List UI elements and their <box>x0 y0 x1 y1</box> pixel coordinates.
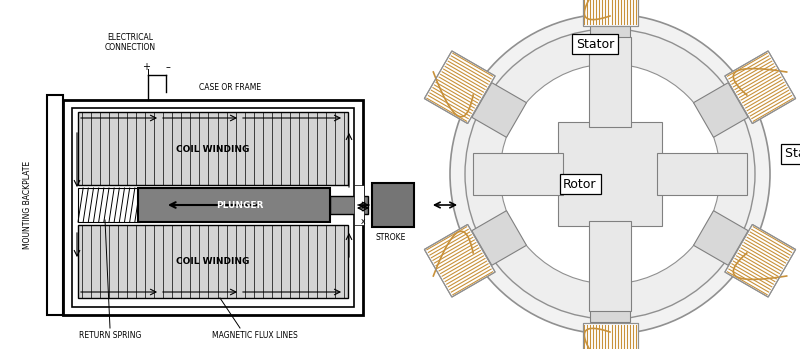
Circle shape <box>450 14 770 334</box>
Bar <box>47 95 63 315</box>
Bar <box>72 108 354 307</box>
Text: COIL WINDING: COIL WINDING <box>176 258 250 267</box>
Text: –: – <box>166 62 170 72</box>
Bar <box>78 188 140 222</box>
Text: ELECTRICAL
CONNECTION: ELECTRICAL CONNECTION <box>105 32 155 52</box>
Text: PLUNGER: PLUNGER <box>216 200 264 209</box>
Bar <box>589 37 631 127</box>
Polygon shape <box>725 224 796 297</box>
Text: +: + <box>142 62 150 72</box>
Bar <box>589 221 631 311</box>
Bar <box>138 188 330 222</box>
Bar <box>78 112 348 185</box>
Text: STROKE: STROKE <box>375 232 406 242</box>
Bar <box>657 153 747 195</box>
Bar <box>78 225 348 298</box>
Circle shape <box>465 29 755 319</box>
Polygon shape <box>725 51 796 124</box>
Circle shape <box>500 64 720 284</box>
Polygon shape <box>694 83 748 137</box>
Text: x: x <box>361 217 366 227</box>
Polygon shape <box>472 211 526 265</box>
Text: CASE OR FRAME: CASE OR FRAME <box>199 83 261 92</box>
Polygon shape <box>424 224 495 297</box>
Polygon shape <box>590 282 630 322</box>
Polygon shape <box>472 83 526 137</box>
Polygon shape <box>590 26 630 66</box>
Bar <box>473 153 563 195</box>
Polygon shape <box>582 0 638 25</box>
Polygon shape <box>424 51 495 124</box>
Bar <box>330 196 368 214</box>
Text: Stator: Stator <box>576 37 614 51</box>
Polygon shape <box>694 211 748 265</box>
Bar <box>558 122 662 226</box>
Text: MAGNETIC FLUX LINES: MAGNETIC FLUX LINES <box>212 331 298 340</box>
Text: Stator winding: Stator winding <box>785 148 800 161</box>
Text: MOUNTING BACKPLATE: MOUNTING BACKPLATE <box>23 161 33 249</box>
Text: COIL WINDING: COIL WINDING <box>176 146 250 155</box>
Bar <box>354 185 364 225</box>
Polygon shape <box>582 322 638 349</box>
Text: Rotor: Rotor <box>563 178 597 191</box>
Text: RETURN SPRING: RETURN SPRING <box>79 331 141 340</box>
Bar <box>372 183 414 227</box>
Bar <box>63 100 363 315</box>
